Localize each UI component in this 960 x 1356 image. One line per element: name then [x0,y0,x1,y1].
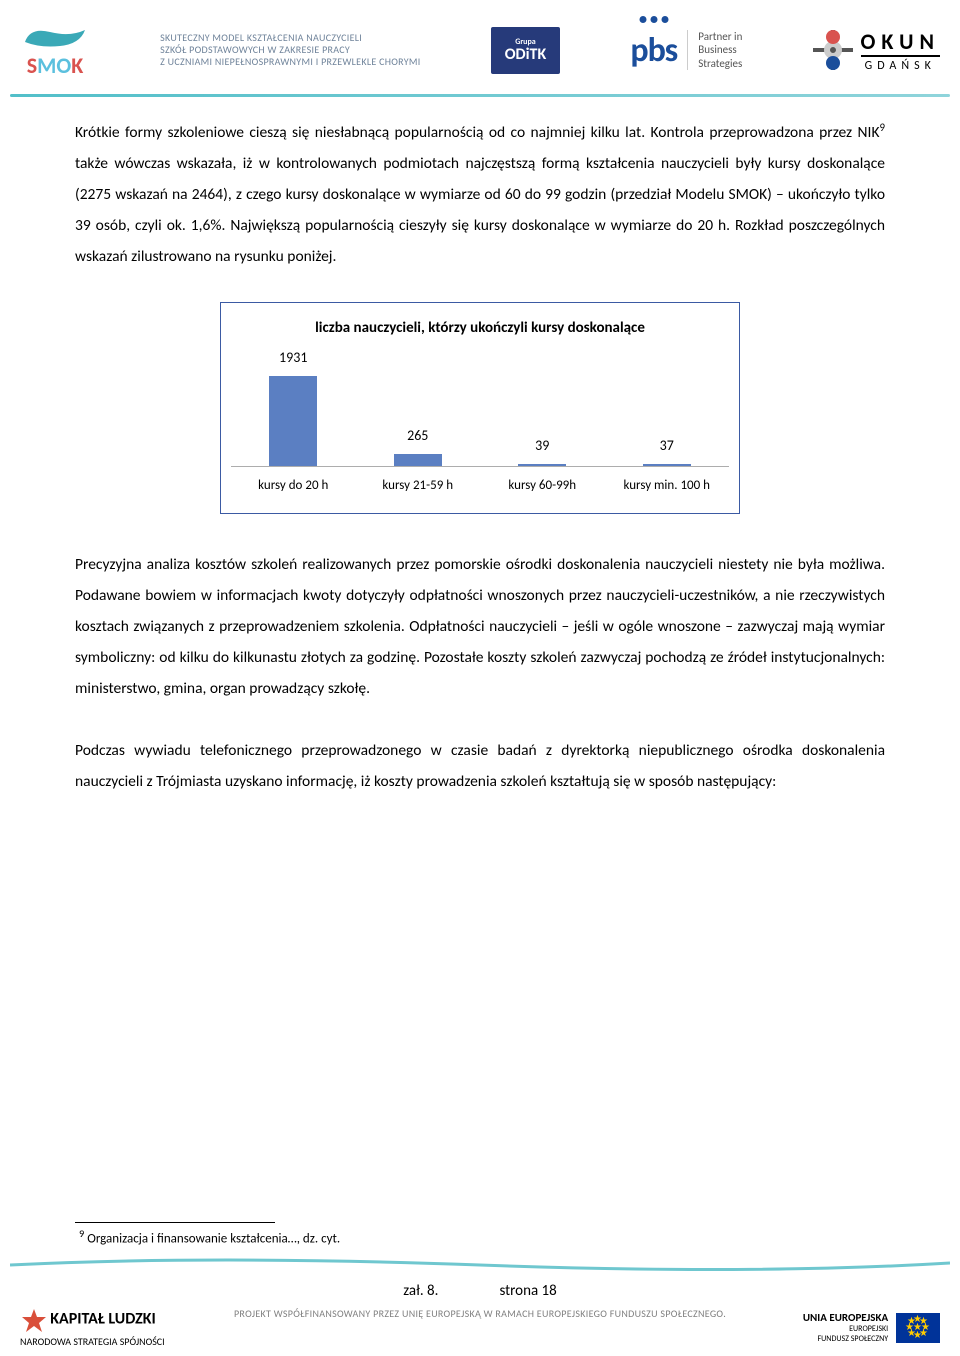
document-body: Krótkie formy szkoleniowe cieszą się nie… [0,97,960,797]
bar-value-label: 1931 [279,344,307,372]
attachment-label: zał. 8. [403,1282,438,1300]
logo-smok: SMOK [20,22,90,79]
footnote-separator [75,1222,275,1223]
bar-wrap: 1931 [238,344,348,466]
chart-plot-area: 19312653937 [231,357,729,467]
paragraph-1: Krótkie formy szkoleniowe cieszą się nie… [75,117,885,272]
footnotes: 9 Organizacja i finansowanie kształcenia… [75,1222,340,1246]
bar-value-label: 265 [407,422,428,450]
footer-divider-wrap [10,1257,950,1276]
eu-line2: EUROPEJSKI [849,1324,888,1334]
footer-wave-icon [10,1257,950,1271]
eu-line1: UNIA EUROPEJSKA [803,1311,888,1324]
pbs-word: pbs [630,30,677,71]
eu-flag-icon [896,1313,940,1343]
x-tick-label: kursy 60-99h [487,473,597,499]
footnote-text: Organizacja i finansowanie kształcenia…,… [84,1231,340,1246]
bar [518,464,566,466]
page-header: SMOK SKUTECZNY MODEL KSZTAŁCENIA NAUCZYC… [0,0,960,90]
kl-subtitle: NARODOWA STRATEGIA SPÓJNOŚCI [20,1335,165,1348]
header-tagline: SKUTECZNY MODEL KSZTAŁCENIA NAUCZYCIELI … [160,32,420,68]
chart-container: liczba nauczycieli, którzy ukończyli kur… [220,302,740,514]
logo-eu: UNIA EUROPEJSKA EUROPEJSKI FUNDUSZ SPOŁE… [803,1311,940,1344]
bar-wrap: 39 [487,432,597,466]
logo-oditk: Grupa ODiTK [491,27,561,74]
bar-value-label: 37 [660,432,674,460]
okun-title: OKUN [861,28,940,55]
x-tick-label: kursy min. 100 h [612,473,722,499]
page-number: strona 18 [499,1282,556,1300]
logo-okun: OKUN GDAŃSK [813,28,940,73]
bar [269,376,317,466]
footer-pagination: zał. 8. strona 18 [0,1282,960,1300]
paragraph-3: Podczas wywiadu telefonicznego przeprowa… [75,735,885,797]
para1-a: Krótkie formy szkoleniowe cieszą się nie… [75,123,880,142]
footnote-ref-9: 9 [880,121,886,134]
pbs-slogan: Partner in Business Strategies [687,30,742,70]
pbs-slogan-2: Business [698,43,742,56]
bar-wrap: 265 [363,422,473,466]
pbs-slogan-3: Strategies [698,57,742,70]
oditk-label: ODiTK [505,45,547,64]
okun-compass-icon [813,30,853,70]
kl-star-icon [20,1307,48,1335]
x-tick-label: kursy 21-59 h [363,473,473,499]
bar [643,464,691,466]
okun-sub: GDAŃSK [861,55,940,73]
pbs-label: pbs [630,30,677,71]
chart-x-axis: kursy do 20 h kursy 21-59 h kursy 60-99h ku… [231,473,729,499]
page-footer: KAPITAŁ LUDZKI NARODOWA STRATEGIA SPÓJNO… [0,1307,960,1348]
smok-creature-icon [20,22,90,52]
bar [394,454,442,466]
logo-pbs: pbs Partner in Business Strategies [630,30,742,71]
pbs-slogan-1: Partner in [698,30,742,43]
footnote-9: 9 Organizacja i finansowanie kształcenia… [75,1227,340,1246]
paragraph-2: Precyzyjna analiza kosztów szkoleń reali… [75,549,885,704]
pbs-dots-icon [639,16,668,23]
bar-value-label: 39 [535,432,549,460]
para1-b: także wówczas wskazała, iż w kontrolowan… [75,154,885,266]
chart-title: liczba nauczycieli, którzy ukończyli kur… [231,313,729,343]
x-tick-label: kursy do 20 h [238,473,348,499]
smok-name: SMOK [27,52,84,79]
tagline-line-3: Z UCZNIAMI NIEPEŁNOSPRAWNYMI I PRZEWLEKL… [160,56,420,68]
bar-wrap: 37 [612,432,722,466]
eu-line3: FUNDUSZ SPOŁECZNY [818,1334,889,1344]
logo-kapital-ludzki: KAPITAŁ LUDZKI NARODOWA STRATEGIA SPÓJNO… [20,1307,165,1348]
kl-title: KAPITAŁ LUDZKI [50,1309,156,1328]
